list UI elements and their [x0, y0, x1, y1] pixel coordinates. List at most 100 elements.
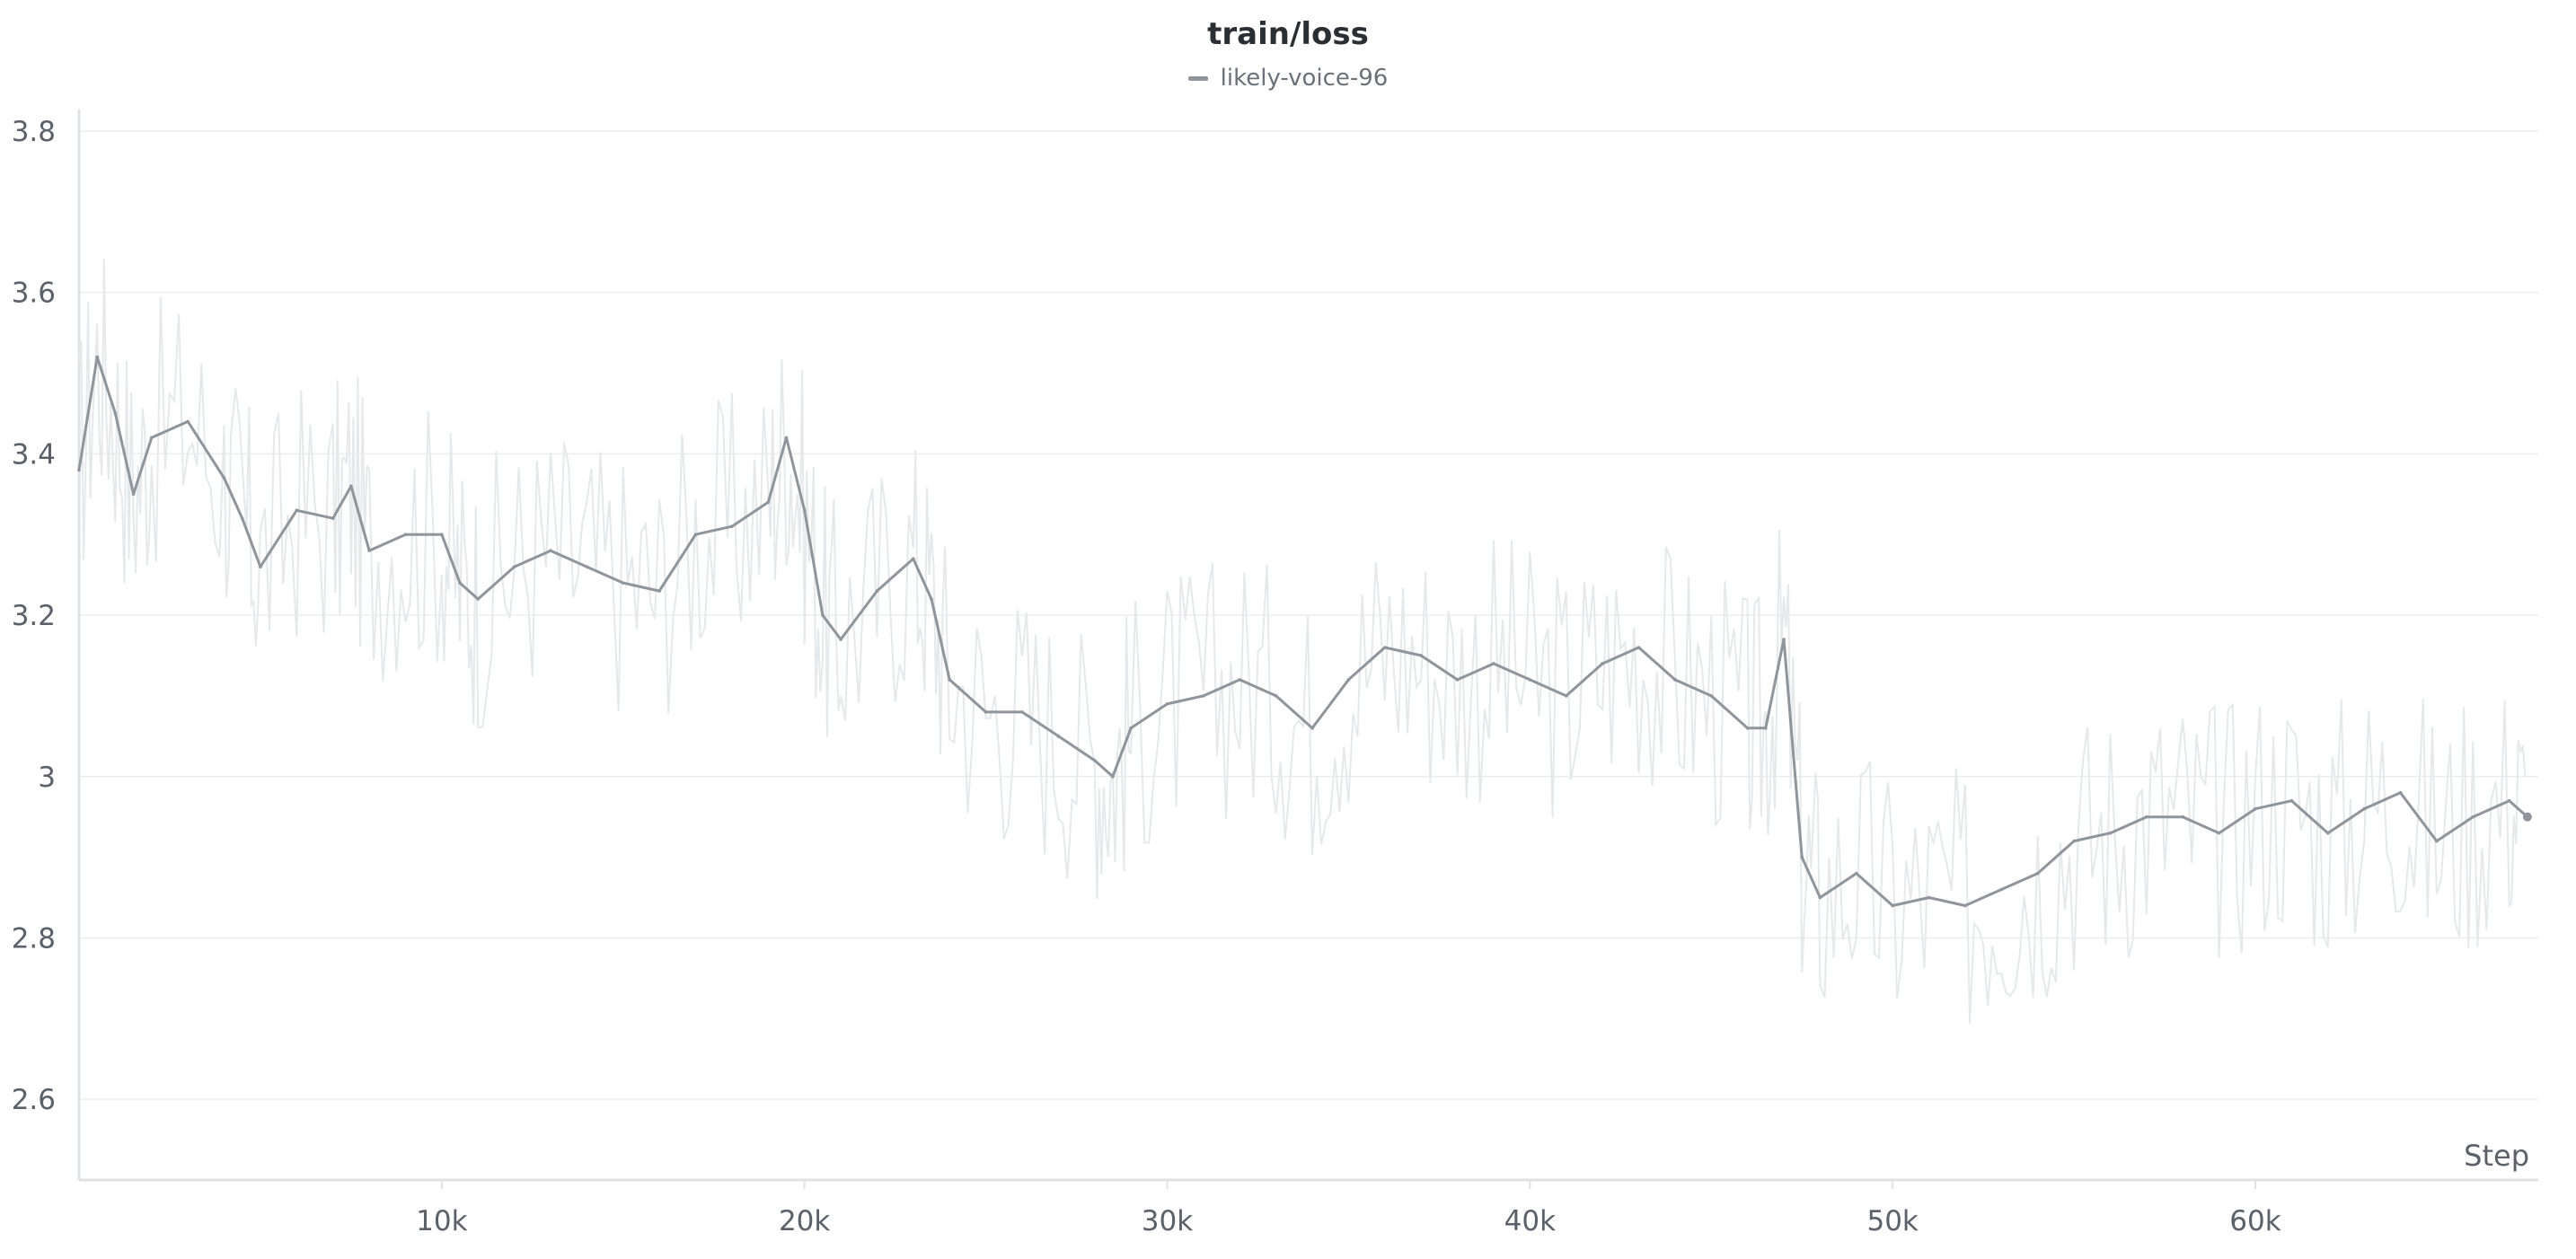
data-point [1564, 694, 1568, 698]
data-point [2145, 814, 2148, 819]
data-point [2254, 806, 2257, 811]
data-point [95, 355, 99, 359]
y-tick-label: 3.8 [12, 116, 56, 148]
series-end-marker [2522, 812, 2532, 822]
data-point [2072, 839, 2076, 843]
data-point [2362, 806, 2366, 811]
x-tick-label: 20k [779, 1205, 830, 1237]
data-point [1455, 678, 1460, 682]
data-point [2035, 871, 2040, 876]
data-point [2435, 839, 2439, 843]
data-point [440, 533, 444, 537]
data-point [2108, 831, 2113, 835]
x-tick-label: 30k [1142, 1205, 1193, 1237]
data-point [295, 508, 299, 513]
data-point [1927, 895, 1931, 900]
data-point [784, 436, 789, 440]
data-point [621, 581, 625, 585]
data-point [222, 476, 226, 480]
data-point [1274, 694, 1278, 698]
x-tick-label: 50k [1866, 1205, 1918, 1237]
data-point [1709, 694, 1714, 698]
data-point [1854, 871, 1858, 876]
data-point [149, 436, 154, 440]
data-point [1782, 638, 1786, 641]
data-point [1111, 774, 1115, 779]
data-point [1092, 758, 1097, 762]
y-tick-label: 3.2 [12, 600, 56, 632]
data-point [1310, 726, 1314, 730]
data-point [512, 565, 516, 568]
data-point [259, 565, 262, 568]
data-point [1238, 678, 1242, 682]
data-point [839, 638, 842, 641]
data-point [1383, 646, 1387, 649]
y-tick-label: 2.6 [12, 1084, 56, 1116]
data-point [2471, 814, 2475, 819]
y-tick-label: 3 [38, 762, 56, 794]
series-line-likely-voice-96 [77, 356, 2528, 907]
data-point [2325, 831, 2330, 835]
data-point [77, 468, 81, 472]
data-point [912, 557, 915, 560]
legend[interactable]: likely-voice-96 [0, 65, 2576, 92]
data-point [875, 589, 879, 593]
data-point [1601, 662, 1604, 665]
data-point [1818, 895, 1822, 900]
data-point [1129, 726, 1133, 730]
data-point [930, 597, 933, 601]
data-point [549, 549, 552, 552]
data-point [766, 500, 771, 505]
data-point [984, 710, 988, 714]
data-point [1492, 662, 1495, 665]
data-point [1999, 887, 2004, 892]
data-point [693, 533, 698, 537]
y-tick-label: 2.8 [12, 922, 56, 955]
data-point [1020, 710, 1024, 714]
data-point [2507, 798, 2511, 803]
data-point [2217, 831, 2221, 835]
data-point [476, 597, 481, 601]
data-point [240, 516, 244, 521]
data-point [367, 549, 371, 552]
data-point [1745, 726, 1750, 730]
data-point [1419, 654, 1423, 657]
data-point [1636, 646, 1641, 649]
data-point [948, 678, 952, 682]
data-point [1673, 678, 1677, 682]
data-point [802, 508, 807, 513]
raw-series-line [78, 259, 2527, 1024]
data-point [1800, 855, 1804, 859]
data-point [131, 492, 136, 497]
data-point [458, 581, 462, 585]
data-point [1165, 702, 1169, 706]
chart-title: train/loss [1207, 16, 1369, 52]
data-point [1528, 678, 1532, 682]
data-point [1963, 903, 1967, 908]
x-tick-label: 60k [2229, 1205, 2280, 1237]
x-axis-label: Step [2464, 1139, 2529, 1173]
x-tick-label: 40k [1504, 1205, 1556, 1237]
data-point [1764, 726, 1768, 730]
data-point [657, 589, 661, 593]
legend-swatch [1187, 75, 1208, 81]
data-point [331, 516, 335, 521]
data-point [349, 484, 353, 489]
data-point [730, 524, 734, 529]
data-point [2181, 814, 2185, 819]
data-point [2398, 790, 2403, 795]
data-point [186, 419, 190, 424]
data-point [1891, 903, 1894, 908]
x-tick-label: 10k [416, 1205, 467, 1237]
data-point [403, 533, 408, 537]
legend-series-name: likely-voice-96 [1220, 65, 1389, 92]
data-point [585, 565, 589, 568]
data-point [1202, 694, 1205, 698]
y-tick-label: 3.6 [12, 277, 56, 310]
data-point [113, 411, 118, 416]
data-point [821, 613, 825, 617]
data-point [1346, 678, 1351, 682]
data-point [2289, 798, 2294, 803]
